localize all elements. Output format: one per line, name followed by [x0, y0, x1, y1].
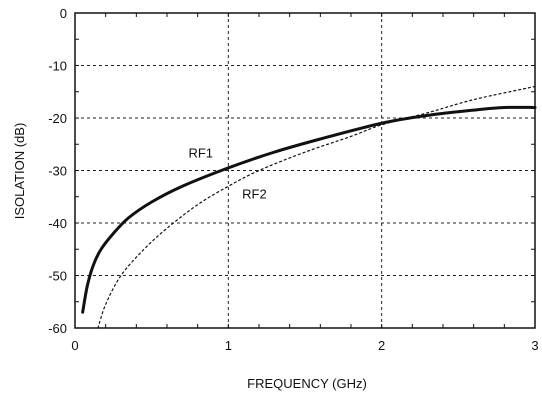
series-line-rf2 [97, 85, 536, 329]
y-tick-label: -40 [48, 216, 67, 231]
grid-lines [75, 13, 535, 328]
y-tick-label: -60 [48, 321, 67, 336]
y-tick-label: 0 [60, 6, 67, 21]
series-line-rf1 [81, 105, 537, 314]
x-tick-label: 2 [378, 338, 385, 353]
x-tick-label: 1 [225, 338, 232, 353]
y-axis-title: ISOLATION (dB) [12, 123, 27, 220]
series-lines [81, 85, 537, 329]
plot-frame [74, 12, 536, 329]
x-axis-title: FREQUENCY (GHz) [247, 376, 367, 391]
y-tick-label: -50 [48, 269, 67, 284]
y-tick-label: -30 [48, 164, 67, 179]
series-labels: RF1 RF2 [188, 145, 266, 201]
y-tick-label: -10 [48, 59, 67, 74]
y-tick-label: -20 [48, 111, 67, 126]
x-tick-label: 0 [71, 338, 78, 353]
series-label-rf2: RF2 [242, 186, 267, 201]
tick-labels: 0 -10 -20 -30 -40 -50 -60 0 1 2 3 [48, 6, 538, 353]
series-label-rf1: RF1 [188, 145, 213, 160]
x-tick-label: 3 [531, 338, 538, 353]
